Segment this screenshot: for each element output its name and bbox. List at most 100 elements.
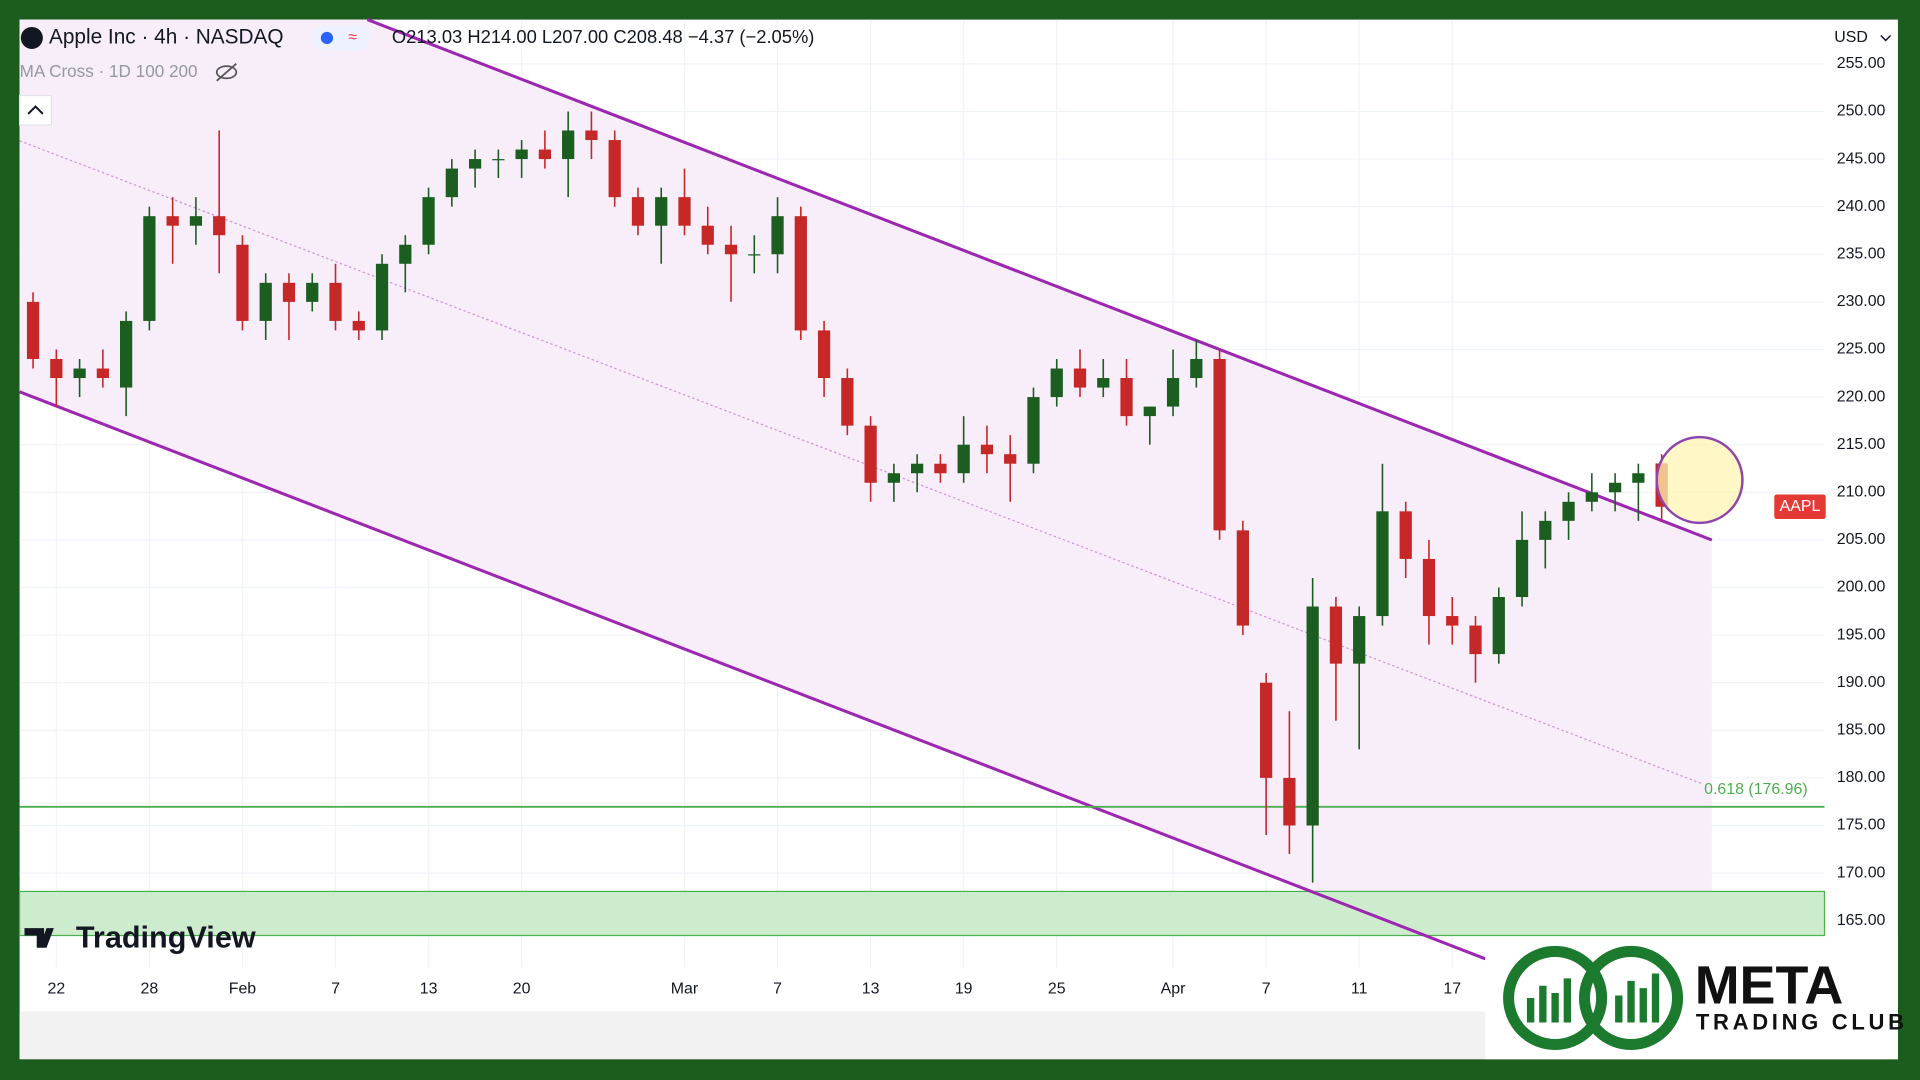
x-tick-label: 13 — [420, 981, 438, 998]
candle-body — [585, 130, 598, 141]
candle-body — [887, 473, 900, 483]
candle-body — [143, 216, 156, 321]
y-tick-label: 230.00 — [1837, 293, 1886, 310]
candle-body — [73, 368, 86, 379]
candle-body — [1236, 530, 1249, 626]
channel-upper — [366, 18, 1713, 542]
candle-body — [771, 216, 784, 255]
candle-body — [631, 197, 645, 226]
collapse-button[interactable] — [18, 94, 53, 126]
candle-body — [748, 254, 761, 256]
y-tick-label: 220.00 — [1837, 388, 1886, 405]
collapse-arrow — [27, 105, 44, 115]
candles — [26, 111, 1668, 883]
candle-body — [50, 358, 63, 379]
watermark-logo — [24, 928, 54, 948]
brand-ring-left — [1503, 945, 1608, 1050]
y-tick-label: 245.00 — [1837, 150, 1886, 167]
candle-body — [1073, 368, 1087, 388]
candle-body — [213, 216, 226, 236]
candle-body — [422, 197, 435, 245]
candle-body — [655, 197, 668, 226]
x-tick-label: Apr — [1161, 981, 1186, 998]
fib-label: 0.618 (176.96) — [1704, 781, 1807, 798]
hide-icon[interactable] — [215, 65, 238, 80]
y-tick-label: 200.00 — [1837, 579, 1886, 596]
y-tick-label: 255.00 — [1837, 55, 1886, 72]
status-icon: ≈ — [348, 29, 357, 46]
candle-body — [538, 149, 552, 160]
candle-body — [329, 282, 342, 321]
candle-body — [724, 244, 738, 255]
ohlc-legend: O213.03 H214.00 L207.00 C208.48 −4.37 (−… — [392, 26, 815, 47]
candle-body — [1376, 511, 1389, 617]
demand-zone — [18, 890, 1826, 937]
y-tick-label: 170.00 — [1837, 864, 1886, 881]
candle-body — [492, 159, 505, 161]
status-dot — [320, 31, 334, 45]
x-tick-label: 11 — [1351, 981, 1368, 998]
candle-body — [96, 368, 109, 379]
x-tick-label: 22 — [47, 981, 65, 998]
candle-body — [1050, 368, 1063, 398]
candle-body — [1213, 358, 1226, 531]
x-tick-label: 7 — [773, 981, 782, 998]
candle-body — [236, 244, 249, 321]
axes: 165.00 170.00 175.00 180.00 185.00 190.00 195.… — [47, 55, 1885, 998]
candle-body — [1004, 454, 1017, 464]
candle-body — [1446, 616, 1459, 626]
x-tick-label: 25 — [1048, 981, 1066, 998]
candle-body — [399, 244, 412, 264]
x-tick-label: 17 — [1443, 981, 1461, 998]
brand-subtitle: TRADING CLUB — [1696, 1010, 1908, 1035]
y-tick-label: 165.00 — [1837, 912, 1886, 929]
brand-bars — [1526, 973, 1660, 1023]
candle-body — [1632, 473, 1645, 483]
candle-body — [1306, 606, 1319, 826]
channel-mid — [19, 140, 1703, 785]
candle-body — [1143, 406, 1156, 417]
y-tick-label: 180.00 — [1837, 769, 1886, 786]
candle-body — [1562, 501, 1575, 521]
y-tick-label: 240.00 — [1837, 198, 1886, 215]
candle-body — [352, 320, 365, 331]
candle-body — [1469, 625, 1482, 655]
channel-lower — [19, 390, 1486, 961]
candle-body — [120, 320, 133, 388]
price-tag: AAPL — [1774, 494, 1826, 519]
candle-body — [911, 463, 924, 474]
candle-body — [1190, 358, 1203, 379]
status-badge — [311, 25, 370, 51]
candle-body — [864, 425, 877, 483]
candle-body — [1608, 482, 1622, 493]
candle-body — [375, 263, 389, 331]
x-tick-label: Feb — [229, 981, 257, 998]
currency-caret — [1880, 34, 1892, 42]
candle-body — [26, 301, 40, 359]
candle-body — [1260, 682, 1273, 778]
candle-body — [608, 140, 621, 198]
candle-body — [259, 282, 272, 321]
y-tick-label: 210.00 — [1837, 483, 1886, 500]
x-tick-label: 7 — [331, 981, 340, 998]
candle-body — [1422, 558, 1436, 617]
candle-body — [1585, 492, 1598, 502]
fib-group: 0.618 (176.96) — [19, 781, 1825, 808]
candle-body — [306, 282, 319, 302]
candle-body — [841, 378, 854, 426]
candle-body — [282, 282, 296, 302]
y-tick-label: 175.00 — [1837, 817, 1886, 834]
candle-body — [794, 216, 807, 331]
candle-body — [1166, 378, 1180, 407]
candle-body — [934, 463, 947, 474]
candle-body — [1329, 606, 1343, 664]
watermark: TradingView — [76, 920, 256, 954]
y-tick-label: 225.00 — [1837, 341, 1886, 358]
candle-body — [166, 216, 179, 226]
x-tick-label: Mar — [671, 981, 699, 998]
candle-body — [515, 149, 528, 160]
candle-body — [1353, 616, 1366, 664]
candle-body — [1515, 539, 1529, 598]
